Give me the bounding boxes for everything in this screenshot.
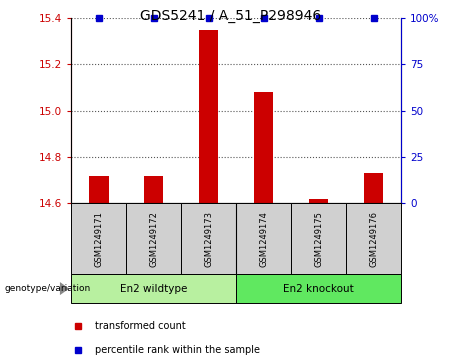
Bar	[71, 203, 126, 274]
Bar	[364, 173, 383, 203]
Bar	[236, 274, 401, 303]
Text: transformed count: transformed count	[95, 321, 185, 331]
Bar	[199, 30, 219, 203]
Text: GSM1249171: GSM1249171	[95, 211, 103, 266]
Bar	[346, 203, 401, 274]
Bar	[254, 92, 273, 203]
Bar	[291, 203, 346, 274]
Text: GSM1249172: GSM1249172	[149, 211, 159, 266]
Text: En2 knockout: En2 knockout	[284, 284, 354, 294]
Text: GDS5241 / A_51_P298946: GDS5241 / A_51_P298946	[140, 9, 321, 23]
Bar	[181, 203, 236, 274]
Text: percentile rank within the sample: percentile rank within the sample	[95, 345, 260, 355]
Text: GSM1249176: GSM1249176	[369, 211, 378, 267]
Text: GSM1249173: GSM1249173	[204, 211, 213, 267]
Text: GSM1249175: GSM1249175	[314, 211, 323, 266]
Bar	[144, 176, 164, 203]
Bar	[89, 176, 108, 203]
Bar	[236, 203, 291, 274]
Bar	[126, 203, 181, 274]
Text: En2 wildtype: En2 wildtype	[120, 284, 188, 294]
Bar	[309, 199, 328, 203]
Bar	[71, 274, 236, 303]
Polygon shape	[60, 282, 69, 295]
Text: genotype/variation: genotype/variation	[5, 284, 91, 293]
Text: GSM1249174: GSM1249174	[259, 211, 268, 266]
